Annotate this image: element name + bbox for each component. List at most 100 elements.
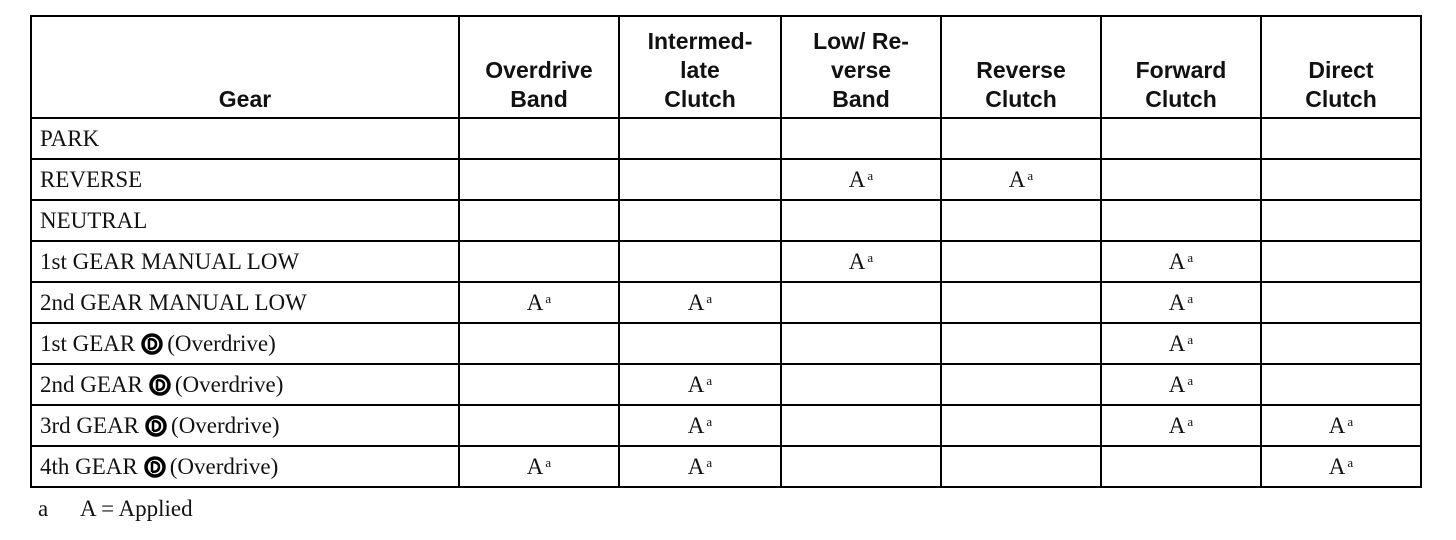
header-text: Low/ Re- — [813, 28, 909, 54]
table-cell — [940, 404, 1102, 447]
table-cell — [780, 445, 942, 488]
table-cell — [1260, 158, 1422, 201]
cell-note: a — [1347, 413, 1354, 429]
header-text: Clutch — [985, 86, 1057, 112]
gear-suffix: (Overdrive) — [167, 330, 276, 356]
table-row: PARK — [30, 117, 1422, 160]
table-cell — [940, 281, 1102, 324]
table-cell — [618, 240, 782, 283]
cell-note: a — [1187, 290, 1194, 306]
header-cell: Direct Clutch — [1260, 15, 1422, 119]
footnote-marker: a — [38, 496, 49, 521]
table-cell — [940, 363, 1102, 406]
cell-note: a — [545, 454, 552, 470]
gear-text: NEUTRAL — [40, 207, 148, 233]
table-cell — [1260, 281, 1422, 324]
cell-note: a — [867, 167, 874, 183]
cell-note: a — [545, 290, 552, 306]
table-cell — [940, 322, 1102, 365]
table-cell — [940, 445, 1102, 488]
gear-text: REVERSE — [40, 166, 143, 192]
gear-text: 2nd GEAR — [40, 371, 143, 397]
table-row: NEUTRAL — [30, 199, 1422, 242]
header-text: Band — [510, 86, 568, 112]
header-cell: Overdrive Band — [458, 15, 620, 119]
header-text: Overdrive — [485, 57, 593, 83]
overdrive-icon — [141, 332, 163, 355]
cell-note: a — [1187, 249, 1194, 265]
table-cell — [458, 363, 620, 406]
cell-note: a — [706, 290, 713, 306]
table-cell — [1260, 240, 1422, 283]
table-cell — [1260, 199, 1422, 242]
gear-text: 2nd GEAR MANUAL LOW — [40, 289, 307, 315]
cell-text: A — [1328, 453, 1346, 479]
table-cell — [458, 199, 620, 242]
gear-cell: 1st GEAR MANUAL LOW — [30, 240, 460, 283]
cell-text: A — [687, 412, 705, 438]
cell-text: A — [526, 289, 544, 315]
cell-text: A — [848, 248, 866, 274]
table-cell — [1260, 363, 1422, 406]
overdrive-icon — [149, 373, 171, 396]
table-cell — [458, 158, 620, 201]
gear-text: 4th GEAR — [40, 453, 138, 479]
table-cell — [458, 240, 620, 283]
cell-note: a — [867, 249, 874, 265]
cell-note: a — [706, 454, 713, 470]
cell-text: A — [1168, 412, 1186, 438]
header-text: Clutch — [1145, 86, 1217, 112]
cell-note: a — [1187, 331, 1194, 347]
gear-table: Gear Overdrive Band Intermed-late Clutch Low/… — [30, 15, 1422, 488]
header-text: Band — [832, 86, 890, 112]
cell-note: a — [1027, 167, 1034, 183]
cell-text: A — [1168, 289, 1186, 315]
gear-cell: NEUTRAL — [30, 199, 460, 242]
gear-cell: 2nd GEAR (Overdrive) — [30, 363, 460, 406]
gear-cell: 2nd GEAR MANUAL LOW — [30, 281, 460, 324]
header-text: Forward — [1135, 57, 1227, 83]
header-text: Clutch — [664, 86, 736, 112]
header-text: Gear — [218, 86, 272, 112]
header-cell: Gear — [30, 15, 460, 119]
header-cell: Intermed-late Clutch — [618, 15, 782, 119]
cell-text: A — [1168, 330, 1186, 356]
header-text: Intermed- — [647, 28, 753, 54]
gear-cell: PARK — [30, 117, 460, 160]
header-cell: Reverse Clutch — [940, 15, 1102, 119]
cell-note: a — [1347, 454, 1354, 470]
gear-text: 3rd GEAR — [40, 412, 140, 438]
overdrive-icon — [145, 414, 167, 437]
cell-text: A — [687, 371, 705, 397]
table-cell — [940, 199, 1102, 242]
table-cell — [458, 322, 620, 365]
overdrive-icon — [144, 455, 166, 478]
table-cell — [1260, 322, 1422, 365]
table-cell — [618, 199, 782, 242]
cell-note: a — [1187, 372, 1194, 388]
table-cell — [780, 363, 942, 406]
header-text: verse — [830, 57, 892, 83]
table-cell — [618, 322, 782, 365]
cell-text: A — [526, 453, 544, 479]
table-cell — [1100, 117, 1262, 160]
